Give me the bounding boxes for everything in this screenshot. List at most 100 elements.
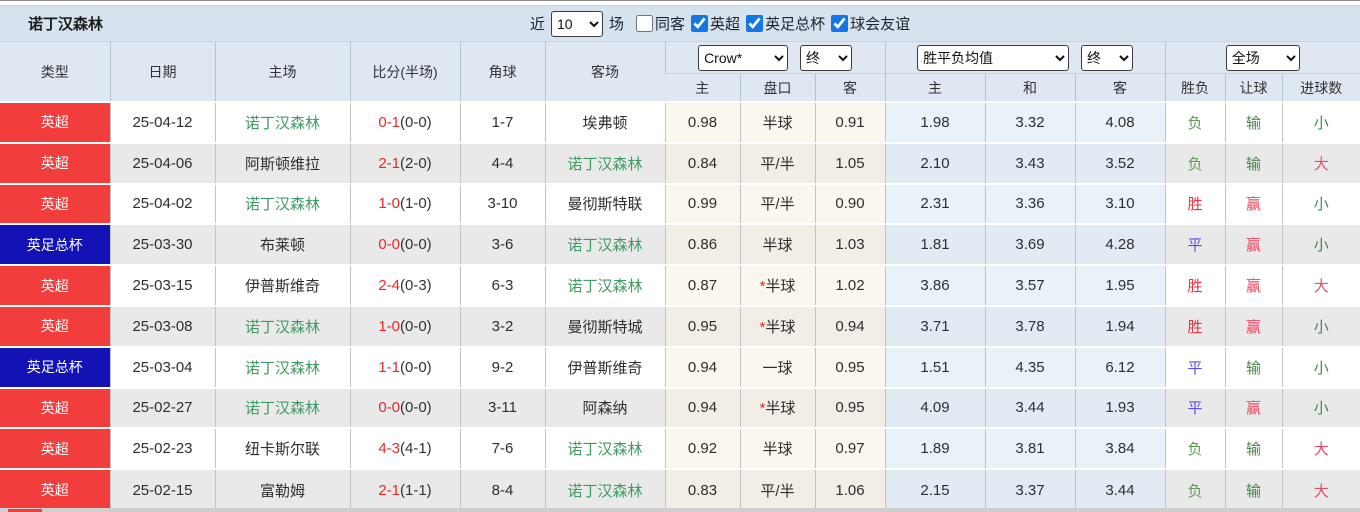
- col-header-handicap: 盘口: [739, 73, 815, 102]
- table-row: 英超 25-02-27 诺丁汉森林 0-0(0-0) 3-11 阿森纳 0.94…: [0, 386, 1360, 429]
- handicap-time-select[interactable]: 终: [799, 44, 852, 71]
- filter-label: 球会友谊: [850, 16, 911, 33]
- crow-home-odds: 0.95: [664, 304, 740, 347]
- handicap-star: *: [759, 400, 766, 418]
- same-venue-checkbox[interactable]: [636, 15, 654, 32]
- home-team: 伊普斯维奇: [214, 264, 350, 306]
- handicap-line: 平/半: [739, 141, 815, 184]
- table-header-sub-row: 主 盘口 客 主 和 客 胜负 让球 进球数: [0, 73, 1360, 102]
- match-date: 25-03-08: [109, 304, 215, 347]
- home-team: 诺丁汉森林: [214, 304, 350, 347]
- filter-label: 英超: [710, 16, 741, 33]
- goals-result: 小: [1281, 223, 1360, 266]
- win-draw-loss-result: 平: [1164, 345, 1226, 388]
- avg-away-odds: 1.93: [1074, 386, 1166, 429]
- halftime-score: (0-0): [400, 236, 432, 254]
- avg-home-odds: 2.10: [884, 141, 986, 184]
- fulltime-score: 4-3: [378, 440, 400, 458]
- match-date: 25-04-12: [109, 101, 215, 143]
- col-header-date: 日期: [109, 42, 215, 102]
- league-type-cell: 英超: [0, 427, 110, 470]
- avg-away-odds: 4.28: [1074, 223, 1166, 266]
- fa-cup-checkbox[interactable]: [746, 15, 764, 32]
- halftime-score: (4-1): [400, 440, 432, 458]
- col-header-corner: 角球: [459, 42, 545, 102]
- crow-home-odds: 0.87: [664, 264, 740, 306]
- fulltime-score: 2-1: [378, 154, 400, 172]
- corner-score: 1-7: [459, 101, 545, 143]
- table-header-top-row: 类型 日期 主场 比分(半场) 角球 客场 Crow* 终 胜平负均值 终 全场: [0, 42, 1360, 102]
- avg-time-select[interactable]: 终: [1080, 44, 1133, 71]
- away-team: 阿森纳: [544, 386, 665, 429]
- match-date: 25-03-30: [109, 223, 215, 266]
- filter-fa-cup[interactable]: 英足总杯: [746, 13, 825, 34]
- recent-count-select[interactable]: 10: [551, 10, 604, 37]
- crow-away-odds: 0.97: [814, 427, 886, 470]
- corner-score: 6-3: [459, 264, 545, 306]
- handicap-result: 赢: [1224, 264, 1283, 306]
- avg-draw-odds: 3.43: [984, 141, 1076, 184]
- fulltime-score: 0-0: [378, 399, 400, 417]
- scope-select[interactable]: 全场: [1225, 44, 1300, 71]
- result-group-header: 全场: [1164, 42, 1360, 74]
- corner-score: 3-6: [459, 223, 545, 266]
- filter-controls: 近 10 场 同客 英超 英足总杯 球会友谊: [526, 6, 910, 41]
- premier-league-checkbox[interactable]: [691, 15, 709, 32]
- goals-result: 小: [1281, 345, 1360, 388]
- home-team: 诺丁汉森林: [214, 345, 350, 388]
- match-date: 25-02-23: [109, 427, 215, 470]
- handicap-text: 半球: [765, 318, 796, 336]
- crow-away-odds: 1.05: [814, 141, 886, 184]
- goals-result: 小: [1281, 304, 1360, 347]
- crow-away-odds: 0.95: [814, 386, 886, 429]
- filter-same-venue[interactable]: 同客: [636, 13, 685, 34]
- table-row: 英超 25-04-12 诺丁汉森林 0-1(0-0) 1-7 埃弗顿 0.98 …: [0, 101, 1360, 143]
- table-row: 英超 25-04-02 诺丁汉森林 1-0(1-0) 3-10 曼彻斯特联 0.…: [0, 182, 1360, 225]
- halftime-score: (0-0): [400, 317, 432, 335]
- away-team: 埃弗顿: [544, 101, 665, 143]
- filter-premier-league[interactable]: 英超: [691, 13, 740, 34]
- table-row: 英足总杯 25-03-30 布莱顿 0-0(0-0) 3-6 诺丁汉森林 0.8…: [0, 223, 1360, 266]
- avg-away-odds: 3.84: [1074, 427, 1166, 470]
- match-date: 25-02-27: [109, 386, 215, 429]
- avg-odds-type-select[interactable]: 胜平负均值: [917, 44, 1070, 71]
- avg-home-odds: 4.09: [884, 386, 986, 429]
- match-history-table: 类型 日期 主场 比分(半场) 角球 客场 Crow* 终 胜平负均值 终 全场: [0, 42, 1360, 510]
- handicap-result: 输: [1224, 101, 1283, 143]
- club-friendly-checkbox[interactable]: [831, 15, 849, 32]
- filter-label: 同客: [655, 16, 686, 33]
- handicap-result: 赢: [1224, 182, 1283, 225]
- col-header-avg-away: 客: [1074, 73, 1166, 102]
- table-row: 英超 25-04-06 阿斯顿维拉 2-1(2-0) 4-4 诺丁汉森林 0.8…: [0, 141, 1360, 184]
- crow-away-odds: 0.91: [814, 101, 886, 143]
- avg-home-odds: 2.31: [884, 182, 986, 225]
- goals-result: 大: [1281, 264, 1360, 306]
- avg-draw-odds: 4.35: [984, 345, 1076, 388]
- filter-club-friendly[interactable]: 球会友谊: [831, 13, 910, 34]
- crow-away-odds: 1.02: [814, 264, 886, 306]
- col-header-crow-away: 客: [814, 73, 886, 102]
- handicap-text: 平/半: [760, 196, 795, 214]
- goals-result: 小: [1281, 182, 1360, 225]
- home-team: 阿斯顿维拉: [214, 141, 350, 184]
- avg-draw-odds: 3.57: [984, 264, 1076, 306]
- handicap-text: 平/半: [760, 482, 795, 500]
- fulltime-score: 1-0: [378, 317, 400, 335]
- bookmaker-select[interactable]: Crow*: [698, 44, 789, 71]
- away-team: 诺丁汉森林: [544, 264, 665, 306]
- home-team: 诺丁汉森林: [214, 182, 350, 225]
- away-team: 诺丁汉森林: [544, 427, 665, 470]
- win-draw-loss-result: 胜: [1164, 182, 1226, 225]
- halftime-score: (0-0): [400, 113, 432, 131]
- avg-draw-odds: 3.69: [984, 223, 1076, 266]
- handicap-text: 半球: [762, 237, 793, 255]
- away-team: 诺丁汉森林: [544, 141, 665, 184]
- league-type-cell: 英超: [0, 468, 110, 510]
- win-draw-loss-result: 胜: [1164, 304, 1226, 347]
- col-header-crow-home: 主: [665, 73, 740, 102]
- league-type-cell: 英超: [0, 182, 110, 225]
- title-bar: 诺丁汉森林 近 10 场 同客 英超 英足总杯 球会友谊: [0, 5, 1360, 42]
- avg-home-odds: 1.81: [884, 223, 986, 266]
- crow-away-odds: 1.06: [814, 468, 886, 510]
